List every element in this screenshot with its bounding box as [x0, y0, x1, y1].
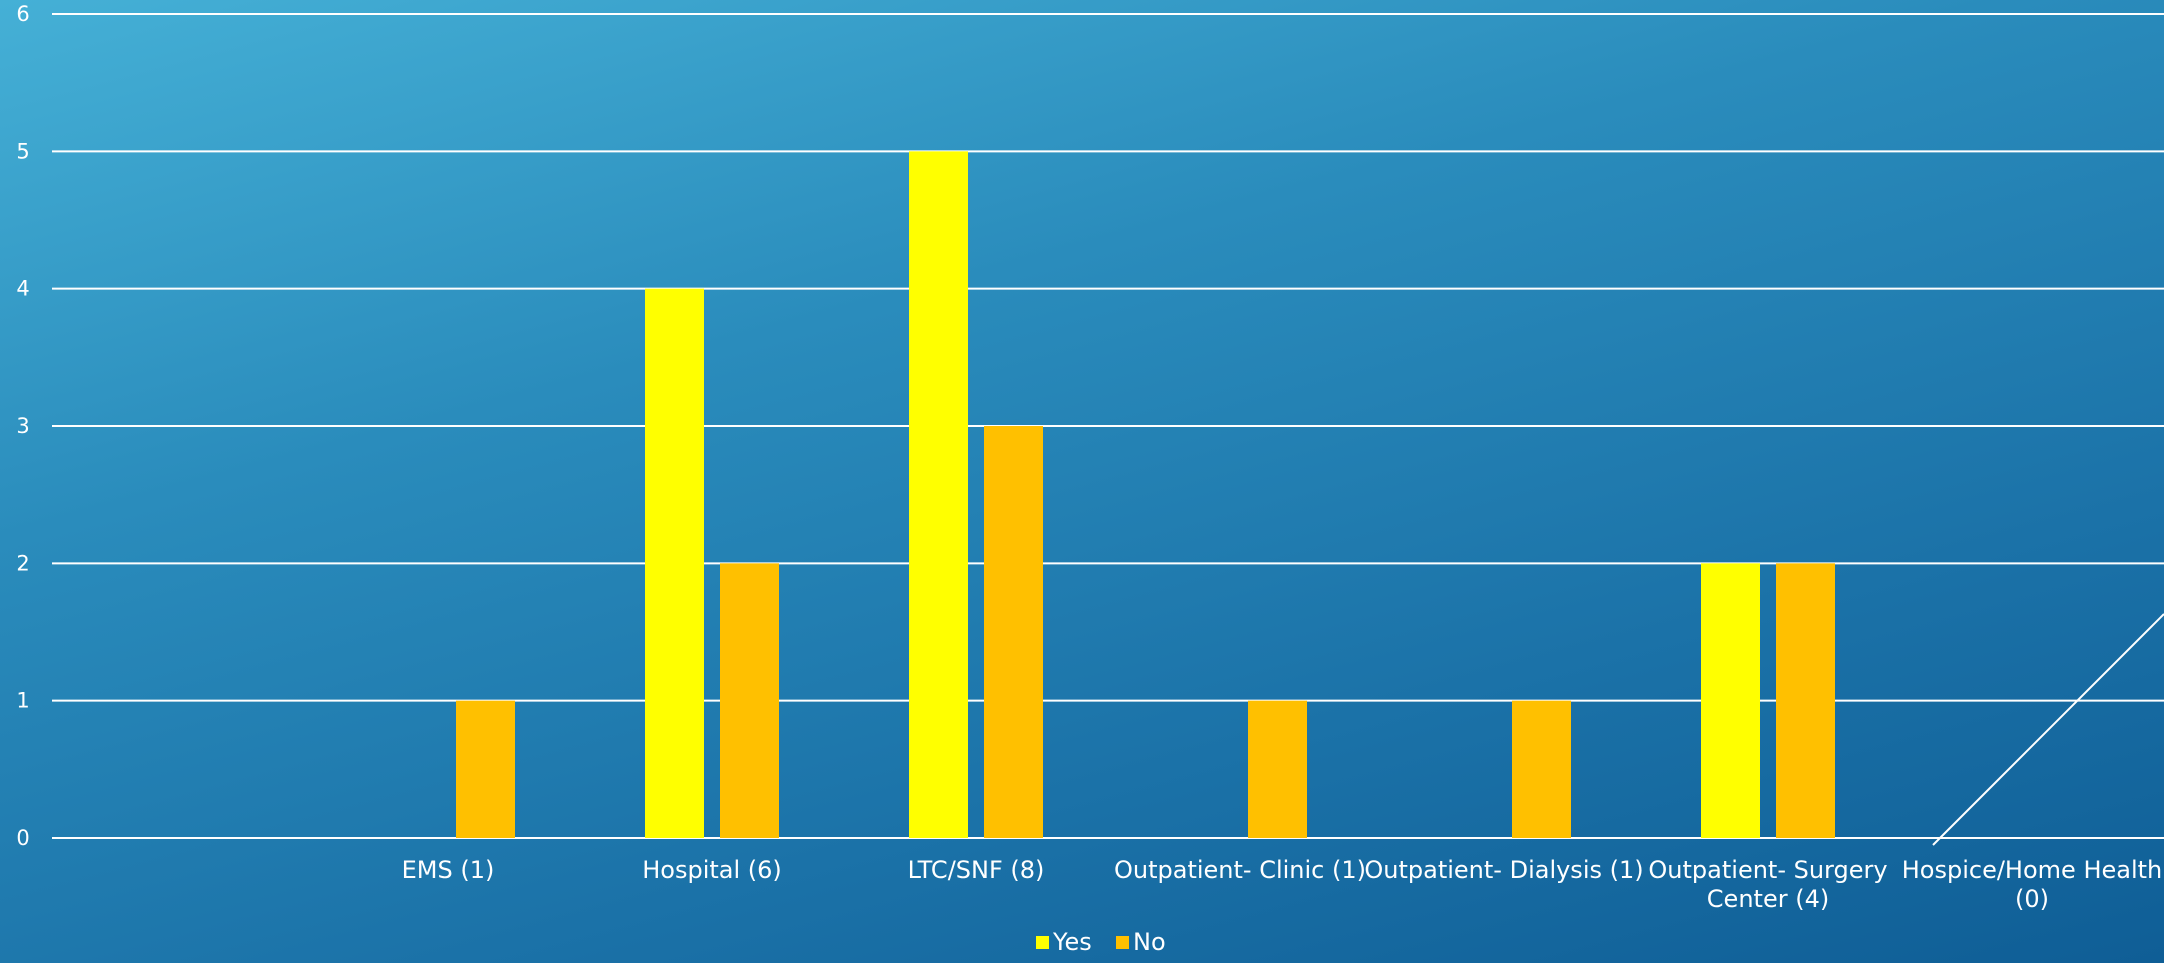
legend-swatch-yes: [1036, 936, 1049, 949]
y-tick-label: 5: [16, 139, 29, 163]
bar-yes: [1701, 563, 1760, 838]
bar-no: [456, 700, 515, 838]
bar-yes: [909, 151, 968, 839]
bars: [456, 151, 1835, 839]
gridlines: [52, 13, 2164, 839]
x-category-label: Hospital (6): [642, 856, 782, 884]
bar-no: [720, 563, 779, 838]
y-axis-ticks: 0 1 2 3 4 5 6: [16, 2, 29, 850]
bar-no: [1776, 563, 1835, 838]
x-category-label: Outpatient- Surgery: [1648, 856, 1887, 884]
x-category-label: Outpatient- Clinic (1): [1114, 856, 1366, 884]
legend-swatch-no: [1116, 936, 1129, 949]
bar-no: [1512, 700, 1571, 838]
x-category-label: EMS (1): [402, 856, 495, 884]
y-tick-label: 0: [16, 826, 29, 850]
y-tick-label: 4: [16, 277, 29, 301]
y-tick-label: 1: [16, 689, 29, 713]
x-category-label: Hospice/Home Health: [1902, 856, 2163, 884]
legend-label-yes: Yes: [1052, 928, 1092, 956]
y-tick-label: 6: [16, 2, 29, 26]
legend: Yes No: [1036, 928, 1166, 956]
decorative-diagonal-line: [1932, 613, 2164, 846]
x-axis-labels: EMS (1) Hospital (6) LTC/SNF (8) Outpatient…: [402, 856, 2163, 913]
x-category-label: Outpatient- Dialysis (1): [1364, 856, 1643, 884]
x-category-label: (0): [2015, 885, 2049, 913]
decorative-line: [1932, 613, 2164, 846]
bar-no: [984, 426, 1043, 838]
bar-no: [1248, 700, 1307, 838]
x-category-label: LTC/SNF (8): [908, 856, 1045, 884]
legend-label-no: No: [1133, 928, 1166, 956]
y-tick-label: 2: [16, 551, 29, 575]
bar-yes: [645, 288, 704, 839]
x-category-label: Center (4): [1707, 885, 1829, 913]
y-tick-label: 3: [16, 414, 29, 438]
